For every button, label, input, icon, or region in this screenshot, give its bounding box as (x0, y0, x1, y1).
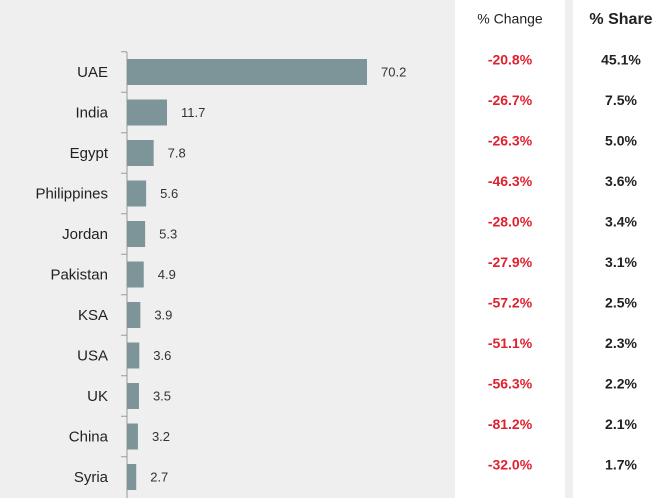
share-column-bg (573, 0, 670, 498)
value-label: 11.7 (181, 105, 205, 120)
change-cell: -26.7% (488, 92, 533, 108)
bar (127, 342, 140, 369)
column-header: % Share (589, 11, 652, 28)
bar (127, 59, 367, 85)
change-cell: -56.3% (488, 376, 533, 392)
share-cell: 7.5% (605, 92, 637, 108)
bar (127, 99, 167, 126)
value-label: 3.6 (153, 348, 171, 363)
category-label: India (75, 104, 108, 121)
change-cell: -20.8% (488, 52, 533, 68)
category-label: Jordan (62, 226, 108, 243)
value-label: 3.9 (154, 307, 172, 322)
share-cell: 3.6% (605, 173, 637, 189)
value-label: 5.6 (160, 186, 178, 201)
bar (127, 221, 146, 247)
bar (127, 464, 137, 490)
share-cell: 2.1% (605, 416, 637, 432)
value-label: 3.2 (152, 429, 170, 444)
value-label: 2.7 (150, 469, 168, 484)
share-cell: 45.1% (601, 52, 641, 68)
value-label: 7.8 (168, 145, 186, 160)
share-cell: 2.2% (605, 376, 637, 392)
bar (127, 423, 138, 450)
change-cell: -57.2% (488, 295, 533, 311)
category-label: Egypt (70, 145, 109, 162)
change-cell: -81.2% (488, 416, 533, 432)
category-label: UK (87, 388, 108, 405)
value-label: 4.9 (158, 267, 176, 282)
value-label: 5.3 (159, 226, 177, 241)
change-column-bg (455, 0, 565, 498)
bar (127, 140, 154, 166)
change-cell: -32.0% (488, 457, 533, 473)
bar (127, 302, 141, 328)
share-cell: 1.7% (605, 457, 637, 473)
category-label: USA (77, 347, 108, 364)
category-label: UAE (77, 64, 108, 81)
category-label: Syria (74, 469, 109, 486)
value-label: 70.2 (381, 64, 406, 79)
column-header: % Change (477, 11, 543, 27)
bar (127, 383, 139, 409)
share-cell: 5.0% (605, 133, 637, 149)
share-cell: 3.4% (605, 214, 637, 230)
category-label: China (69, 428, 109, 445)
category-label: Philippines (35, 185, 108, 202)
change-cell: -26.3% (488, 133, 533, 149)
category-label: KSA (78, 307, 108, 324)
share-cell: 2.3% (605, 335, 637, 351)
change-cell: -51.1% (488, 335, 533, 351)
value-label: 3.5 (153, 388, 171, 403)
change-cell: -27.9% (488, 254, 533, 270)
change-cell: -46.3% (488, 173, 533, 189)
category-label: Pakistan (50, 266, 108, 283)
bar (127, 180, 147, 207)
share-cell: 2.5% (605, 295, 637, 311)
bar (127, 261, 144, 288)
share-cell: 3.1% (605, 254, 637, 270)
change-cell: -28.0% (488, 214, 533, 230)
